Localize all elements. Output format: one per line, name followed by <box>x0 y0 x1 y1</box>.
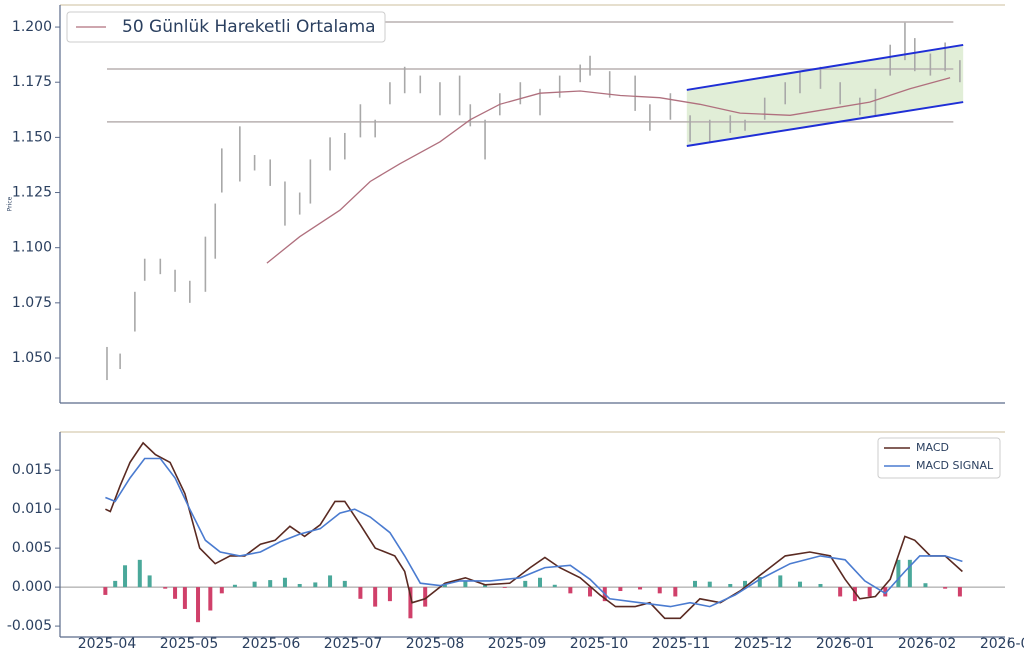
macd-line <box>105 441 963 620</box>
histogram-bar <box>442 584 447 588</box>
x-tick-label: 2025-08 <box>406 636 465 652</box>
histogram-bar <box>196 587 201 623</box>
y-tick-label: 0.005 <box>12 540 52 556</box>
histogram-bar <box>867 587 872 597</box>
histogram-bar <box>896 559 901 588</box>
x-tick-label: 2025-04 <box>78 636 137 652</box>
histogram-bar <box>588 587 593 597</box>
histogram-bar <box>483 584 488 588</box>
y-tick-label: 1.150 <box>12 129 52 145</box>
histogram-bar <box>208 587 213 611</box>
y-tick-label: 0.010 <box>12 501 52 517</box>
x-tick-label: 2025-09 <box>488 636 547 652</box>
histogram-bar <box>693 580 698 588</box>
histogram-bar <box>182 587 187 609</box>
histogram-bar <box>328 575 333 588</box>
histogram-bar <box>538 577 543 588</box>
histogram-bar <box>502 587 507 588</box>
histogram-bar <box>523 580 528 588</box>
histogram-bar <box>797 581 802 588</box>
moving-average-line <box>266 77 951 264</box>
histogram-bar <box>778 575 783 588</box>
channel-lower <box>686 101 964 147</box>
histogram-bar <box>883 587 888 597</box>
histogram-bar <box>728 583 733 588</box>
histogram-bar <box>387 587 392 602</box>
histogram-bar <box>219 587 224 594</box>
histogram-bar <box>408 587 413 619</box>
legend: MACD MACD SIGNAL <box>877 437 1001 479</box>
histogram-bar <box>297 583 302 588</box>
histogram-bar <box>657 587 662 594</box>
histogram-bar <box>137 559 142 588</box>
histogram-bar <box>707 581 712 588</box>
histogram-bar <box>113 580 118 588</box>
histogram-bar <box>818 583 823 588</box>
histogram-bar <box>123 565 128 588</box>
x-tick-label: 2025-05 <box>160 636 219 652</box>
histogram-bar <box>907 559 912 588</box>
histogram-bar <box>943 587 948 589</box>
macd-line <box>105 457 963 608</box>
x-tick-label: 2026-01 <box>816 636 875 652</box>
x-tick-label: 2025-07 <box>324 636 383 652</box>
y-tick-label: 1.100 <box>12 240 52 256</box>
plot-layer: 1.050 1.075 1.100 1.125 1.150 1.175 1.200 Price… <box>7 4 1024 652</box>
y-tick-label: 1.075 <box>12 295 52 311</box>
x-tick-label: 2025-12 <box>734 636 793 652</box>
histogram-bar <box>618 587 623 592</box>
x-tick-label: 2026-02 <box>898 636 957 652</box>
histogram-bar <box>852 587 857 602</box>
histogram-bar <box>313 582 318 588</box>
y-tick-label: 0.015 <box>12 462 52 478</box>
histogram-bar <box>673 587 678 597</box>
histogram-bar <box>957 587 962 597</box>
histogram-bar <box>743 580 748 588</box>
histogram-bar <box>232 584 237 588</box>
histogram-bar <box>103 587 108 595</box>
histogram-bar <box>358 587 363 599</box>
histogram-bar <box>423 587 428 607</box>
x-tick-label: 2026-03 <box>980 636 1024 652</box>
y-tick-label: 1.175 <box>12 74 52 90</box>
y-tick-label: 1.125 <box>12 185 52 201</box>
legend-box <box>66 11 386 43</box>
histogram-bar <box>757 576 762 588</box>
histogram-bar <box>373 587 378 607</box>
histogram-bar <box>568 587 573 594</box>
channel-fill <box>686 44 964 146</box>
histogram-bar <box>342 580 347 588</box>
histogram-bar <box>463 580 468 588</box>
x-tick-label: 2025-10 <box>570 636 629 652</box>
channel-upper <box>686 43 964 91</box>
histogram-bar <box>163 587 168 589</box>
histogram-bar <box>923 583 928 588</box>
legend-label: 50 Günlük Hareketli Ortalama <box>122 17 376 37</box>
y-tick-label: 0.000 <box>12 579 52 595</box>
y-tick-label: 1.050 <box>12 350 52 366</box>
histogram-bar <box>252 581 257 588</box>
x-tick-label: 2025-11 <box>652 636 711 652</box>
legend: 50 Günlük Hareketli Ortalama <box>66 11 386 43</box>
x-tick-label: 2025-06 <box>242 636 301 652</box>
legend-label: MACD SIGNAL <box>916 459 994 472</box>
y-tick-label: -0.005 <box>7 618 52 634</box>
histogram-bar <box>282 577 287 588</box>
histogram-bar <box>147 575 152 588</box>
histogram-bar <box>552 584 557 588</box>
y-axis-label: Price <box>7 196 14 211</box>
histogram-bar <box>268 580 273 588</box>
y-tick-label: 1.200 <box>12 19 52 35</box>
histogram-bar <box>838 587 843 597</box>
histogram-bar <box>638 587 643 590</box>
histogram-bar <box>173 587 178 599</box>
legend-label: MACD <box>916 441 949 454</box>
